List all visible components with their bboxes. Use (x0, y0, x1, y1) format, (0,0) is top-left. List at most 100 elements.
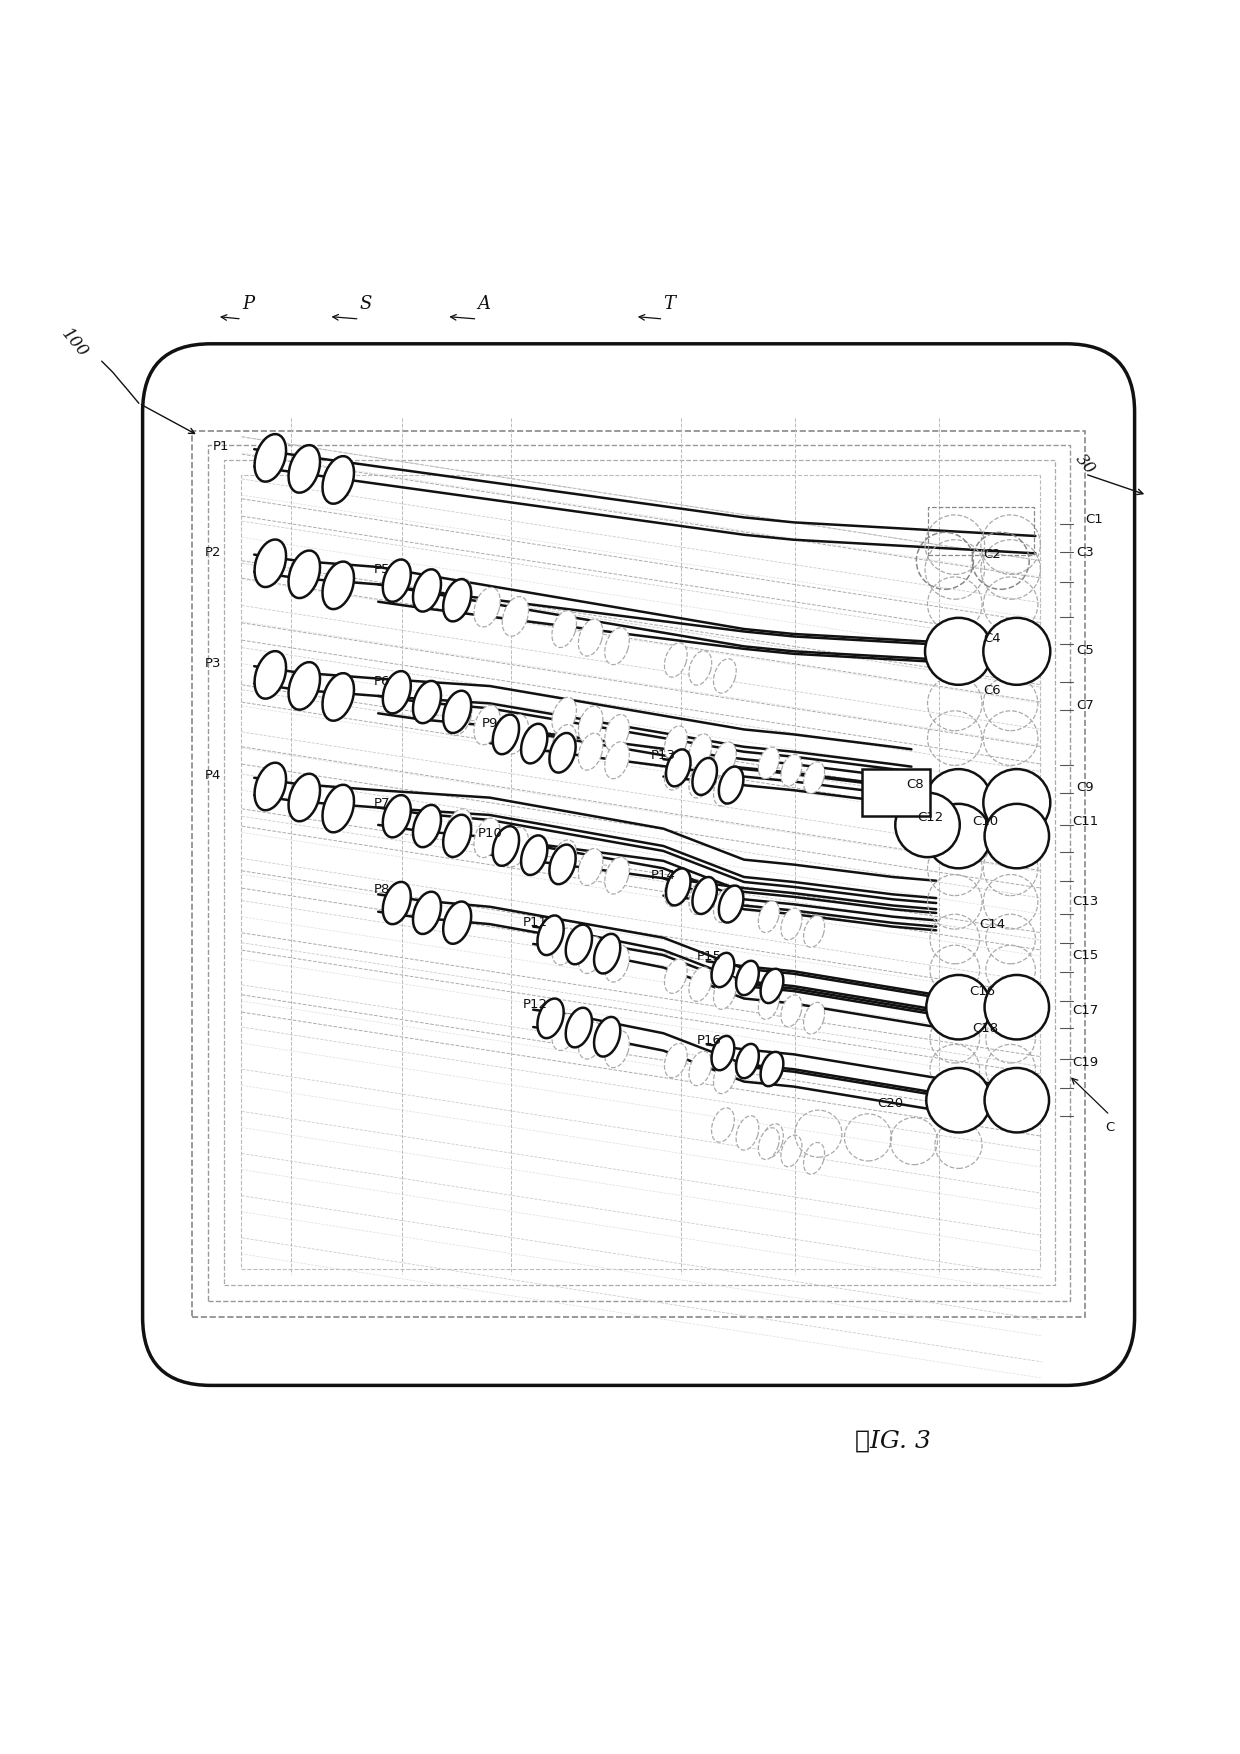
Ellipse shape (666, 749, 691, 786)
Ellipse shape (759, 988, 779, 1019)
Ellipse shape (254, 540, 286, 588)
Text: C8: C8 (906, 777, 924, 791)
Bar (192, 430, 1085, 1317)
Ellipse shape (759, 902, 779, 933)
Ellipse shape (578, 1023, 603, 1059)
Text: P13: P13 (651, 749, 676, 761)
Ellipse shape (719, 886, 743, 923)
Circle shape (926, 975, 991, 1040)
Ellipse shape (781, 995, 802, 1026)
Ellipse shape (760, 1124, 784, 1158)
Ellipse shape (665, 726, 687, 759)
Ellipse shape (578, 705, 603, 744)
Ellipse shape (549, 733, 575, 772)
Ellipse shape (521, 835, 547, 875)
Circle shape (983, 768, 1050, 837)
Ellipse shape (445, 696, 472, 735)
Circle shape (985, 803, 1049, 868)
Ellipse shape (289, 446, 320, 493)
Ellipse shape (443, 814, 471, 858)
Ellipse shape (605, 714, 629, 751)
Ellipse shape (474, 705, 500, 745)
Ellipse shape (689, 966, 712, 1002)
Text: C: C (1105, 1121, 1115, 1135)
Ellipse shape (692, 877, 717, 914)
Ellipse shape (565, 924, 591, 965)
Ellipse shape (759, 747, 779, 779)
Text: S: S (360, 295, 372, 314)
Text: P14: P14 (651, 870, 676, 882)
Text: T: T (663, 295, 676, 314)
Ellipse shape (578, 619, 603, 656)
Text: C4: C4 (983, 633, 1001, 645)
Text: P2: P2 (205, 545, 222, 558)
Text: P11: P11 (523, 916, 548, 930)
Ellipse shape (413, 570, 441, 612)
Text: P12: P12 (523, 998, 548, 1012)
Circle shape (925, 768, 992, 837)
Text: C7: C7 (1076, 700, 1094, 712)
Text: P: P (242, 295, 254, 314)
Text: P16: P16 (697, 1035, 722, 1047)
Ellipse shape (322, 561, 353, 609)
Ellipse shape (781, 909, 802, 940)
Text: A: A (477, 295, 490, 314)
Text: 30: 30 (1071, 451, 1099, 477)
Text: P4: P4 (205, 768, 222, 782)
Text: 100: 100 (57, 326, 92, 361)
Ellipse shape (804, 1002, 825, 1035)
Circle shape (926, 1068, 991, 1133)
Ellipse shape (445, 809, 472, 849)
Text: P15: P15 (697, 951, 722, 963)
Ellipse shape (322, 456, 353, 503)
Ellipse shape (443, 902, 471, 944)
Ellipse shape (713, 660, 737, 693)
Ellipse shape (492, 714, 520, 754)
Bar (224, 460, 1055, 1286)
Ellipse shape (759, 1128, 779, 1159)
Text: P3: P3 (205, 658, 222, 670)
Text: C18: C18 (972, 1023, 999, 1035)
Text: C13: C13 (1071, 895, 1099, 909)
Text: C17: C17 (1071, 1005, 1099, 1017)
Ellipse shape (383, 795, 410, 837)
Ellipse shape (594, 933, 620, 973)
Ellipse shape (474, 817, 500, 858)
Ellipse shape (804, 761, 825, 793)
Ellipse shape (254, 651, 286, 698)
Text: C20: C20 (877, 1098, 904, 1110)
Ellipse shape (712, 952, 734, 988)
Ellipse shape (502, 596, 528, 637)
Ellipse shape (605, 945, 629, 982)
Ellipse shape (578, 937, 603, 973)
Circle shape (926, 803, 991, 868)
Text: C9: C9 (1076, 781, 1094, 795)
Text: P9: P9 (481, 717, 498, 730)
Ellipse shape (737, 961, 759, 995)
Ellipse shape (537, 916, 564, 956)
Ellipse shape (578, 733, 603, 770)
Ellipse shape (689, 733, 712, 768)
Ellipse shape (549, 845, 575, 884)
Ellipse shape (737, 1116, 759, 1151)
Ellipse shape (594, 1017, 620, 1056)
Ellipse shape (289, 551, 320, 598)
Ellipse shape (712, 1037, 734, 1070)
Ellipse shape (665, 959, 687, 993)
Ellipse shape (689, 763, 712, 798)
Ellipse shape (760, 968, 784, 1003)
Ellipse shape (666, 868, 691, 905)
Ellipse shape (552, 724, 577, 761)
Ellipse shape (665, 1044, 687, 1077)
Text: P1: P1 (212, 440, 229, 453)
Circle shape (895, 793, 960, 858)
Ellipse shape (492, 826, 520, 866)
Ellipse shape (689, 651, 712, 686)
Text: C15: C15 (1071, 949, 1099, 961)
FancyBboxPatch shape (143, 344, 1135, 1386)
Ellipse shape (502, 714, 528, 754)
Ellipse shape (605, 858, 629, 895)
Ellipse shape (552, 928, 577, 965)
Ellipse shape (713, 1059, 737, 1094)
Text: C6: C6 (983, 684, 1001, 698)
